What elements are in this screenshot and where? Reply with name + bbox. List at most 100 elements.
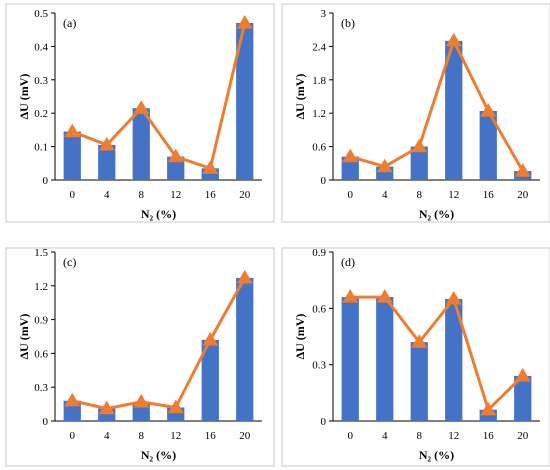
x-tick-label: 12 (170, 189, 181, 201)
y-tick-label: 0 (43, 416, 49, 428)
y-tick-label: 0.2 (34, 108, 48, 120)
bar-16 (479, 409, 497, 421)
marker-0 (342, 148, 359, 163)
y-tick-label: 0.4 (34, 41, 48, 53)
x-axis-title: N₂ (%) (141, 448, 176, 462)
y-tick-label: 0.3 (34, 75, 48, 87)
marker-8 (133, 100, 150, 114)
series-line (71, 22, 247, 170)
panel-label: (c) (63, 255, 76, 269)
y-tick-label: 0.6 (34, 348, 48, 360)
bar-20 (236, 23, 254, 180)
marker-16 (202, 331, 219, 346)
panel-frame (281, 3, 550, 223)
x-tick-label: 8 (139, 189, 145, 201)
series-line (350, 295, 524, 412)
chart-panel-2: 0 0.3 0.6 0.9 1.2 1.5 0 4 8 12 16 20 (c) ΔU (mV) N₂ (%… (5, 247, 275, 467)
y-tick-label: 0 (43, 175, 49, 187)
marker-8 (411, 334, 428, 348)
x-tick-label: 8 (417, 430, 423, 442)
x-tick-label: 12 (170, 430, 181, 442)
y-axis-title: ΔU (mV) (293, 74, 307, 120)
marker-12 (445, 290, 462, 305)
y-tick-label: 0.1 (34, 142, 48, 154)
y-tick-label: 0.5 (34, 8, 48, 20)
y-axis-title: ΔU (mV) (293, 314, 307, 360)
bar-8 (410, 342, 428, 421)
y-tick-label: 0.3 (312, 360, 326, 372)
y-tick-label: 0.6 (312, 142, 326, 154)
bar-16 (201, 168, 219, 180)
x-tick-label: 20 (239, 430, 251, 442)
marker-12 (167, 399, 184, 414)
panel-label: (a) (63, 16, 76, 30)
x-tick-label: 0 (348, 189, 354, 201)
marker-12 (167, 148, 184, 163)
bar-12 (445, 40, 463, 181)
x-tick-label: 16 (483, 189, 495, 201)
x-tick-label: 12 (448, 430, 459, 442)
x-tick-label: 20 (239, 189, 251, 201)
panel-label: (d) (341, 255, 355, 269)
bar-12 (167, 156, 185, 180)
marker-0 (64, 392, 81, 407)
marker-4 (98, 136, 115, 151)
series-line (71, 277, 247, 411)
chart-panel-0: 0 0.1 0.2 0.3 0.4 0.5 0 4 8 12 16 20 (a) ΔU (mV) N₂ (%… (5, 3, 275, 223)
panel-frame (281, 247, 550, 467)
x-tick-label: 4 (382, 189, 388, 201)
bar-20 (236, 277, 254, 421)
marker-16 (480, 102, 497, 117)
y-tick-label: 0 (321, 416, 327, 428)
chart-panel-3: 0 0.3 0.6 0.9 0 4 8 12 16 20 (d) ΔU (mV) N₂ (%) (281, 247, 550, 467)
x-axis-title: N₂ (%) (419, 207, 454, 221)
marker-20 (514, 163, 531, 177)
bar-8 (132, 108, 150, 180)
bar-8 (410, 146, 428, 180)
marker-20 (236, 15, 253, 29)
x-tick-label: 16 (205, 189, 217, 201)
x-tick-label: 8 (139, 430, 145, 442)
panel-label: (b) (341, 16, 355, 30)
y-tick-label: 0.3 (34, 382, 48, 394)
x-tick-label: 0 (348, 430, 354, 442)
x-tick-label: 16 (483, 430, 495, 442)
panel-frame (5, 3, 275, 223)
series-line (349, 39, 525, 172)
marker-12 (445, 32, 462, 47)
marker-4 (98, 400, 115, 415)
y-tick-label: 0.9 (34, 315, 48, 327)
y-tick-label: 0.6 (312, 303, 326, 315)
x-tick-label: 4 (104, 189, 110, 201)
marker-16 (202, 160, 219, 174)
marker-0 (64, 123, 81, 138)
bar-0 (341, 297, 359, 421)
marker-4 (376, 158, 393, 173)
y-axis-title: ΔU (mV) (17, 314, 31, 360)
bar-12 (445, 298, 463, 421)
y-tick-label: 1.8 (312, 75, 326, 87)
x-tick-label: 16 (205, 430, 217, 442)
y-tick-label: 0.9 (312, 247, 326, 259)
y-tick-label: 0 (321, 175, 327, 187)
bar-20 (514, 375, 532, 421)
panel-frame (5, 247, 275, 467)
y-tick-label: 1.2 (34, 281, 48, 293)
y-tick-label: 1.5 (34, 247, 48, 259)
x-axis-title: N₂ (%) (141, 207, 176, 221)
x-axis-title: N₂ (%) (419, 448, 454, 462)
marker-20 (236, 269, 253, 284)
x-tick-label: 0 (70, 430, 76, 442)
marker-16 (480, 401, 497, 416)
y-tick-label: 2.4 (312, 41, 326, 53)
marker-8 (411, 138, 428, 153)
x-tick-label: 20 (517, 189, 529, 201)
y-axis-title: ΔU (mV) (17, 74, 31, 120)
x-tick-label: 4 (382, 430, 388, 442)
x-tick-label: 4 (104, 430, 110, 442)
bar-4 (376, 297, 394, 421)
y-tick-label: 3 (321, 8, 327, 20)
marker-4 (376, 289, 393, 303)
marker-20 (514, 367, 531, 382)
